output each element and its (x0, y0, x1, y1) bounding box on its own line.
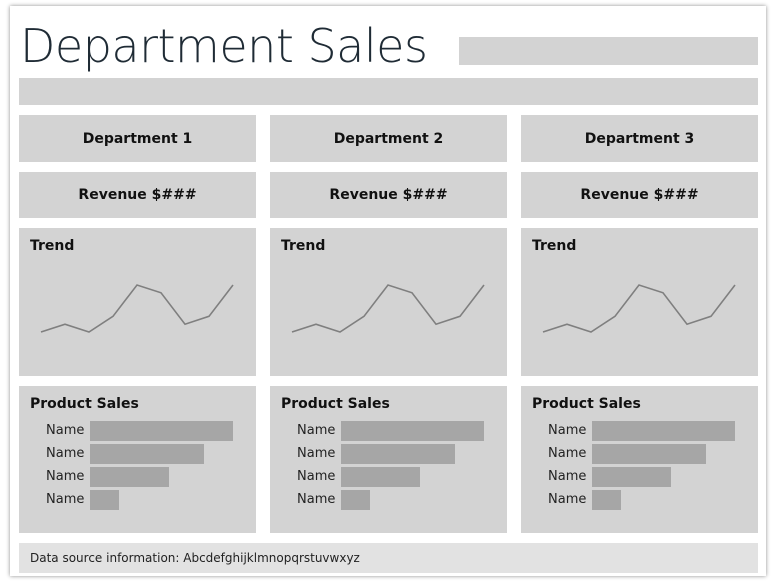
department-title-tile: Department 2 (270, 115, 507, 162)
revenue-value: Revenue $### (78, 187, 197, 203)
product-bar (341, 467, 420, 487)
product-bar (341, 444, 455, 464)
product-name: Name (548, 446, 587, 461)
product-bar (341, 421, 484, 441)
product-bar-row: Name (521, 490, 758, 510)
product-bar-row: Name (270, 444, 507, 464)
product-bar (90, 467, 169, 487)
product-name: Name (548, 423, 587, 438)
trend-tile: Trend (521, 228, 758, 376)
filter-bar-placeholder (19, 78, 758, 105)
product-bar (592, 467, 671, 487)
product-name: Name (297, 469, 336, 484)
department-name: Department 1 (82, 130, 193, 147)
product-bar (592, 421, 735, 441)
product-bar (592, 444, 706, 464)
revenue-value: Revenue $### (580, 187, 699, 203)
footer-bar: Data source information: Abcdefghijklmno… (19, 543, 758, 573)
product-bar-row: Name (270, 421, 507, 441)
trend-sparkline (542, 284, 736, 333)
product-bar (90, 490, 119, 510)
product-bar-row: Name (19, 467, 256, 487)
product-sales-label: Product Sales (281, 396, 390, 412)
product-bar-row: Name (521, 444, 758, 464)
product-sales-tile: Product Sales Name Name Name Name (270, 386, 507, 533)
product-sales-tile: Product Sales Name Name Name Name (521, 386, 758, 533)
product-bar (592, 490, 621, 510)
trend-tile: Trend (270, 228, 507, 376)
header-placeholder (459, 37, 758, 65)
product-bar-row: Name (521, 467, 758, 487)
department-title-tile: Department 1 (19, 115, 256, 162)
product-name: Name (46, 469, 85, 484)
trend-line (542, 284, 736, 333)
product-sales-label: Product Sales (30, 396, 139, 412)
product-name: Name (46, 492, 85, 507)
revenue-tile: Revenue $### (19, 172, 256, 218)
department-name: Department 2 (333, 130, 444, 147)
data-source-text: Data source information: Abcdefghijklmno… (30, 551, 360, 565)
revenue-tile: Revenue $### (521, 172, 758, 218)
product-bar-row: Name (19, 421, 256, 441)
product-name: Name (46, 446, 85, 461)
trend-tile: Trend (19, 228, 256, 376)
trend-line (291, 284, 485, 333)
department-title-tile: Department 3 (521, 115, 758, 162)
trend-label: Trend (30, 238, 75, 254)
trend-line (40, 284, 234, 333)
product-bar (341, 490, 370, 510)
product-bar (90, 444, 204, 464)
product-bar-row: Name (19, 490, 256, 510)
revenue-value: Revenue $### (329, 187, 448, 203)
trend-sparkline (291, 284, 485, 333)
product-name: Name (46, 423, 85, 438)
revenue-tile: Revenue $### (270, 172, 507, 218)
product-bar-row: Name (270, 490, 507, 510)
product-name: Name (297, 446, 336, 461)
department-name: Department 3 (584, 130, 695, 147)
product-name: Name (297, 492, 336, 507)
product-sales-label: Product Sales (532, 396, 641, 412)
product-bar-row: Name (521, 421, 758, 441)
product-name: Name (548, 492, 587, 507)
product-bar-row: Name (270, 467, 507, 487)
trend-label: Trend (532, 238, 577, 254)
product-bar-row: Name (19, 444, 256, 464)
trend-label: Trend (281, 238, 326, 254)
product-name: Name (548, 469, 587, 484)
product-name: Name (297, 423, 336, 438)
product-bar (90, 421, 233, 441)
trend-sparkline (40, 284, 234, 333)
product-sales-tile: Product Sales Name Name Name Name (19, 386, 256, 533)
page-title: Department Sales (20, 19, 428, 73)
